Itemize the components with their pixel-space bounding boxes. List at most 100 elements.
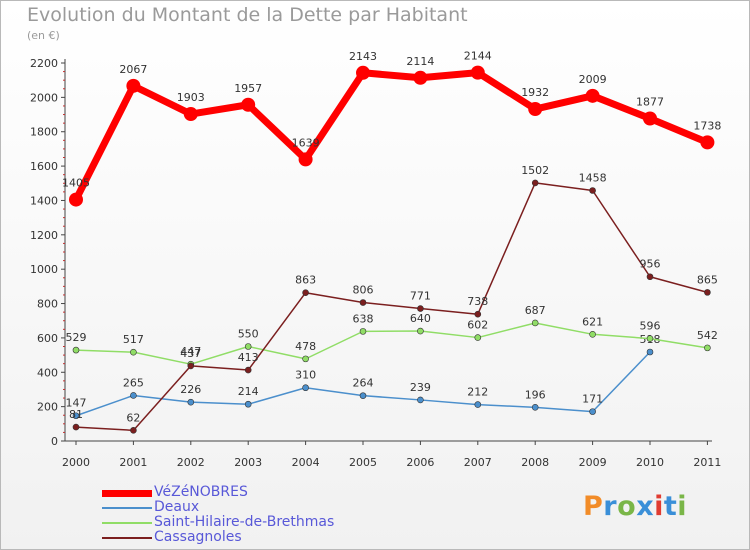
data-label: 310 bbox=[295, 369, 316, 382]
data-point bbox=[126, 78, 141, 93]
data-point bbox=[72, 412, 80, 420]
data-point bbox=[474, 401, 482, 408]
data-label: 640 bbox=[410, 312, 431, 325]
logo-letter: x bbox=[636, 491, 655, 522]
data-point bbox=[470, 65, 485, 80]
logo-letter: i bbox=[654, 491, 664, 522]
data-label: 1877 bbox=[636, 95, 664, 108]
y-tick-label: 1200 bbox=[30, 229, 58, 242]
data-point bbox=[704, 289, 711, 296]
y-tick-label: 1000 bbox=[30, 263, 58, 276]
y-tick-label: 800 bbox=[37, 298, 58, 311]
data-point bbox=[474, 310, 482, 318]
y-tick-label: 600 bbox=[37, 332, 58, 345]
data-point bbox=[417, 305, 424, 312]
data-label: 171 bbox=[582, 393, 603, 406]
data-label: 212 bbox=[467, 386, 488, 399]
data-label: 517 bbox=[123, 333, 144, 346]
data-point bbox=[643, 111, 657, 126]
data-point bbox=[130, 392, 137, 399]
data-label: 621 bbox=[582, 315, 603, 328]
x-tick-label: 2005 bbox=[349, 456, 377, 469]
y-tick-label: 1800 bbox=[30, 126, 58, 139]
data-point bbox=[417, 396, 424, 404]
data-point bbox=[302, 289, 309, 297]
y-tick-label: 1400 bbox=[30, 194, 58, 207]
data-point bbox=[589, 408, 596, 415]
logo-letter: t bbox=[663, 491, 678, 522]
x-tick-label: 2004 bbox=[292, 456, 320, 469]
data-label: 771 bbox=[410, 290, 431, 303]
data-point bbox=[704, 344, 711, 352]
data-label: 596 bbox=[640, 320, 661, 333]
legend-swatch bbox=[102, 522, 152, 524]
data-point bbox=[302, 355, 309, 363]
data-point bbox=[72, 423, 80, 431]
series-line-0 bbox=[72, 69, 709, 202]
chart-title: Evolution du Montant de la Dette par Hab… bbox=[27, 4, 468, 26]
data-label: 865 bbox=[697, 273, 718, 286]
data-point bbox=[646, 335, 654, 342]
data-label: 196 bbox=[525, 388, 546, 401]
legend-label: VéZéNOBRES bbox=[154, 484, 248, 500]
proxiti-logo: Proxiti bbox=[583, 491, 687, 522]
x-tick-label: 2001 bbox=[119, 456, 147, 469]
x-tick-label: 2003 bbox=[234, 456, 262, 469]
data-point bbox=[528, 102, 543, 117]
legend-label: Deaux bbox=[154, 499, 200, 515]
legend-swatch bbox=[102, 537, 152, 539]
x-tick-label: 2011 bbox=[693, 456, 721, 469]
data-label: 806 bbox=[353, 284, 374, 297]
data-label: 1458 bbox=[579, 171, 607, 184]
data-label: 550 bbox=[238, 328, 259, 341]
data-label: 2067 bbox=[119, 63, 147, 76]
data-label: 1639 bbox=[292, 136, 320, 149]
data-label: 447 bbox=[180, 345, 201, 358]
data-point bbox=[531, 179, 539, 187]
data-label: 239 bbox=[410, 381, 431, 394]
legend-item: Saint-Hilaire-de-Brethmas bbox=[102, 515, 362, 530]
data-label: 542 bbox=[697, 329, 718, 342]
legend-item: Cassagnoles bbox=[102, 530, 362, 545]
x-tick-label: 2009 bbox=[579, 456, 607, 469]
data-point bbox=[589, 331, 596, 338]
series-line-3 bbox=[75, 182, 708, 432]
data-point bbox=[531, 404, 539, 411]
data-point bbox=[187, 398, 195, 406]
data-point bbox=[700, 135, 715, 150]
data-label: 81 bbox=[69, 408, 83, 421]
data-label: 264 bbox=[353, 377, 374, 390]
data-label: 478 bbox=[295, 340, 316, 353]
data-label: 214 bbox=[238, 385, 259, 398]
data-point bbox=[130, 427, 137, 434]
legend: VéZéNOBRES Deaux Saint-Hilaire-de-Brethmas… bbox=[102, 485, 362, 545]
data-label: 1502 bbox=[521, 164, 549, 177]
x-tick-label: 2002 bbox=[177, 456, 205, 469]
x-tick-label: 2008 bbox=[521, 456, 549, 469]
data-point bbox=[359, 392, 367, 399]
data-label: 1903 bbox=[177, 91, 205, 104]
data-point bbox=[589, 187, 596, 194]
series-line-2 bbox=[75, 322, 708, 365]
data-point bbox=[183, 107, 198, 122]
data-label: 529 bbox=[66, 331, 87, 344]
x-tick-label: 2006 bbox=[406, 456, 434, 469]
y-tick-label: 400 bbox=[37, 366, 58, 379]
x-tick-label: 2010 bbox=[636, 456, 664, 469]
data-point bbox=[244, 366, 252, 374]
legend-label: Saint-Hilaire-de-Brethmas bbox=[154, 514, 335, 530]
data-label: 265 bbox=[123, 376, 144, 389]
x-tick-label: 2007 bbox=[464, 456, 492, 469]
y-tick-label: 200 bbox=[37, 401, 58, 414]
data-label: 226 bbox=[180, 383, 201, 396]
data-point bbox=[241, 97, 256, 112]
data-label: 863 bbox=[295, 274, 316, 287]
data-label: 1738 bbox=[693, 119, 721, 132]
data-label: 437 bbox=[180, 347, 201, 360]
data-label: 1405 bbox=[62, 177, 90, 190]
data-label: 62 bbox=[126, 411, 140, 424]
legend-item: VéZéNOBRES bbox=[102, 485, 362, 500]
data-point bbox=[244, 343, 252, 350]
data-label: 2143 bbox=[349, 50, 377, 63]
